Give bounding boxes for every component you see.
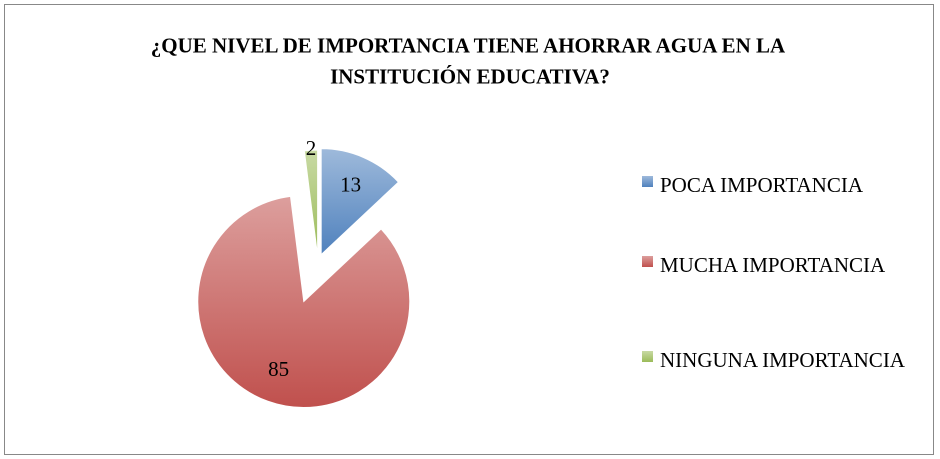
text-line: INSTITUCIÓN EDUCATIVA?: [330, 64, 610, 88]
legend-swatch: [642, 176, 653, 187]
legend-label: POCA IMPORTANCIA: [660, 173, 864, 197]
text-line: ¿QUE NIVEL DE IMPORTANCIA TIENE AHORRAR …: [151, 33, 790, 57]
data-label: 85: [268, 357, 289, 381]
pie-slice: [320, 148, 400, 256]
pie-slice: [197, 195, 411, 408]
legend-swatch: [642, 351, 653, 362]
legend-swatch: [642, 256, 653, 267]
chart-border: [4, 4, 934, 455]
data-label: 2: [306, 136, 317, 160]
data-label: 13: [340, 172, 361, 196]
legend-label: MUCHA IMPORTANCIA: [660, 253, 886, 277]
pie-slice: [303, 149, 319, 257]
legend-label: NINGUNA IMPORTANCIA: [660, 348, 906, 372]
chart-title: ¿QUE NIVEL DE IMPORTANCIA TIENE AHORRAR …: [151, 33, 790, 88]
